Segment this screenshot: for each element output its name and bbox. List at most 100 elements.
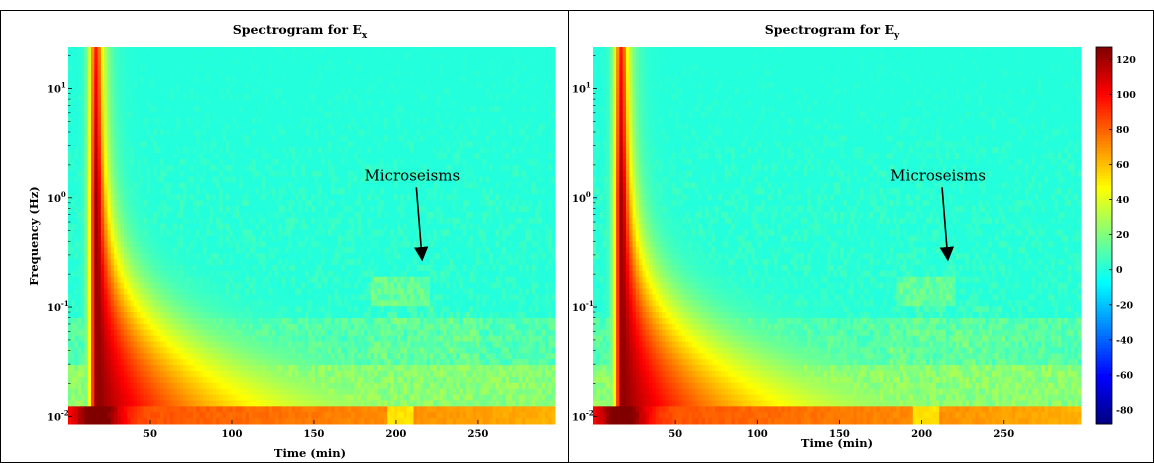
heatmap-cell bbox=[312, 88, 316, 94]
heatmap-cell bbox=[308, 365, 312, 371]
heatmap-cell bbox=[269, 88, 273, 94]
heatmap-cell bbox=[98, 53, 102, 59]
heatmap-cell bbox=[84, 71, 88, 77]
heatmap-cell bbox=[88, 94, 92, 100]
heatmap-cell bbox=[160, 347, 164, 353]
heatmap-cell bbox=[259, 371, 263, 377]
heatmap-cell bbox=[173, 353, 177, 359]
heatmap-cell bbox=[206, 200, 210, 206]
heatmap-cell bbox=[91, 147, 95, 153]
heatmap-cell bbox=[302, 224, 306, 230]
heatmap-cell bbox=[321, 171, 325, 177]
heatmap-cell bbox=[163, 265, 167, 271]
heatmap-cell bbox=[111, 59, 115, 65]
heatmap-cell bbox=[183, 353, 187, 359]
heatmap-cell bbox=[170, 171, 174, 177]
heatmap-cell bbox=[167, 218, 171, 224]
heatmap-cell bbox=[81, 206, 85, 212]
heatmap-cell bbox=[288, 230, 292, 236]
heatmap-cell bbox=[144, 318, 148, 324]
heatmap-cell bbox=[203, 359, 207, 365]
heatmap-cell bbox=[252, 112, 256, 118]
heatmap-cell bbox=[88, 188, 92, 194]
heatmap-cell bbox=[124, 129, 128, 135]
heatmap-cell bbox=[229, 395, 233, 401]
heatmap-cell bbox=[321, 59, 325, 65]
heatmap-cell bbox=[134, 159, 138, 165]
heatmap-cell bbox=[163, 324, 167, 330]
heatmap-cell bbox=[147, 300, 151, 306]
heatmap-cell bbox=[177, 318, 181, 324]
heatmap-cell bbox=[206, 165, 210, 171]
heatmap-cell bbox=[206, 59, 210, 65]
heatmap-cell bbox=[298, 389, 302, 395]
heatmap-cell bbox=[173, 212, 177, 218]
heatmap-cell bbox=[193, 259, 197, 265]
heatmap-cell bbox=[259, 342, 263, 348]
heatmap-cell bbox=[157, 153, 161, 159]
heatmap-cell bbox=[137, 406, 141, 412]
heatmap-cell bbox=[302, 289, 306, 295]
heatmap-cell bbox=[256, 359, 260, 365]
heatmap-cell bbox=[75, 365, 79, 371]
heatmap-cell bbox=[288, 100, 292, 106]
heatmap-cell bbox=[127, 200, 131, 206]
heatmap-cell bbox=[196, 259, 200, 265]
heatmap-cell bbox=[183, 271, 187, 277]
heatmap-cell bbox=[275, 265, 279, 271]
heatmap-cell bbox=[94, 330, 98, 336]
heatmap-cell bbox=[305, 306, 309, 312]
heatmap-cell bbox=[209, 124, 213, 130]
heatmap-cell bbox=[206, 365, 210, 371]
heatmap-cell bbox=[190, 259, 194, 265]
heatmap-cell bbox=[279, 353, 283, 359]
heatmap-cell bbox=[203, 129, 207, 135]
heatmap-cell bbox=[160, 406, 164, 412]
heatmap-cell bbox=[298, 100, 302, 106]
heatmap-cell bbox=[285, 365, 289, 371]
heatmap-cell bbox=[127, 418, 131, 424]
heatmap-cell bbox=[111, 300, 115, 306]
heatmap-cell bbox=[183, 259, 187, 265]
heatmap-cell bbox=[259, 236, 263, 242]
heatmap-cell bbox=[124, 347, 128, 353]
heatmap-cell bbox=[269, 141, 273, 147]
heatmap-cell bbox=[84, 412, 88, 418]
heatmap-cell bbox=[137, 76, 141, 82]
heatmap-cell bbox=[78, 106, 82, 112]
heatmap-cell bbox=[144, 100, 148, 106]
heatmap-cell bbox=[78, 241, 82, 247]
heatmap-cell bbox=[275, 277, 279, 283]
heatmap-cell bbox=[213, 259, 217, 265]
heatmap-cell bbox=[262, 177, 266, 183]
heatmap-cell bbox=[150, 377, 154, 383]
heatmap-cell bbox=[308, 124, 312, 130]
heatmap-cell bbox=[71, 206, 75, 212]
heatmap-cell bbox=[249, 224, 253, 230]
heatmap-cell bbox=[256, 365, 260, 371]
heatmap-cell bbox=[275, 182, 279, 188]
heatmap-cell bbox=[84, 76, 88, 82]
heatmap-cell bbox=[279, 124, 283, 130]
heatmap-cell bbox=[71, 188, 75, 194]
heatmap-cell bbox=[269, 247, 273, 253]
heatmap-cell bbox=[312, 236, 316, 242]
heatmap-cell bbox=[124, 377, 128, 383]
heatmap-cell bbox=[259, 359, 263, 365]
heatmap-cell bbox=[321, 312, 325, 318]
heatmap-cell bbox=[295, 153, 299, 159]
heatmap-cell bbox=[94, 389, 98, 395]
heatmap-cell bbox=[249, 71, 253, 77]
heatmap-cell bbox=[288, 412, 292, 418]
heatmap-cell bbox=[318, 271, 322, 277]
heatmap-cell bbox=[193, 65, 197, 71]
heatmap-cell bbox=[305, 253, 309, 259]
heatmap-cell bbox=[305, 259, 309, 265]
heatmap-cell bbox=[302, 353, 306, 359]
heatmap-cell bbox=[246, 182, 250, 188]
heatmap-cell bbox=[292, 412, 296, 418]
heatmap-cell bbox=[262, 312, 266, 318]
heatmap-cell bbox=[318, 241, 322, 247]
heatmap-cell bbox=[107, 259, 111, 265]
heatmap-cell bbox=[305, 100, 309, 106]
